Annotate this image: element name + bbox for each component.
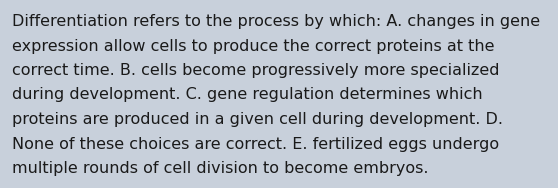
Text: proteins are produced in a given cell during development. D.: proteins are produced in a given cell du…	[12, 112, 503, 127]
Text: Differentiation refers to the process by which: A. changes in gene: Differentiation refers to the process by…	[12, 14, 540, 29]
Text: expression allow cells to produce the correct proteins at the: expression allow cells to produce the co…	[12, 39, 494, 54]
Text: multiple rounds of cell division to become embryos.: multiple rounds of cell division to beco…	[12, 161, 429, 176]
Text: None of these choices are correct. E. fertilized eggs undergo: None of these choices are correct. E. fe…	[12, 136, 499, 152]
Text: correct time. B. cells become progressively more specialized: correct time. B. cells become progressiv…	[12, 63, 499, 78]
Text: during development. C. gene regulation determines which: during development. C. gene regulation d…	[12, 87, 483, 102]
